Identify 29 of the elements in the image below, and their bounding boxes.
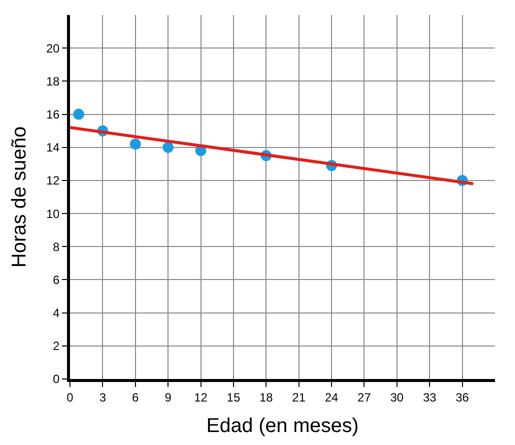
x-tick-label: 21 xyxy=(292,390,306,404)
y-tick-label: 12 xyxy=(46,174,60,188)
y-tick-label: 2 xyxy=(52,339,60,354)
point xyxy=(73,108,84,120)
x-tick-label: 36 xyxy=(456,390,470,404)
x-tick-label: 33 xyxy=(422,390,437,404)
y-tick-label: 4 xyxy=(52,306,60,320)
y-tick-label: 8 xyxy=(52,240,60,254)
x-tick-label: 9 xyxy=(164,390,172,404)
x-tick-label: 18 xyxy=(259,390,274,404)
point xyxy=(130,138,141,150)
y-tick-label: 10 xyxy=(46,206,60,221)
y-tick-label: 6 xyxy=(52,272,60,287)
y-tick-label: 18 xyxy=(46,74,60,88)
x-tick-label: 3 xyxy=(99,390,106,404)
y-tick-label: 14 xyxy=(46,140,60,155)
x-tick-label: 12 xyxy=(194,390,208,404)
y-axis-title: Horas de sueño xyxy=(8,126,31,268)
x-tick-label: 15 xyxy=(226,390,240,404)
x-tick-label: 27 xyxy=(358,390,372,404)
x-tick-label: 0 xyxy=(66,390,74,404)
y-tick-label: 0 xyxy=(52,372,60,386)
y-tick-label: 16 xyxy=(46,107,60,122)
point xyxy=(162,142,174,153)
y-tick-label: 20 xyxy=(46,41,60,56)
x-tick-label: 30 xyxy=(390,390,404,404)
x-axis-title: Edad (en meses) xyxy=(206,414,359,437)
x-tick-label: 6 xyxy=(132,390,140,404)
x-tick-label: 24 xyxy=(324,390,339,404)
